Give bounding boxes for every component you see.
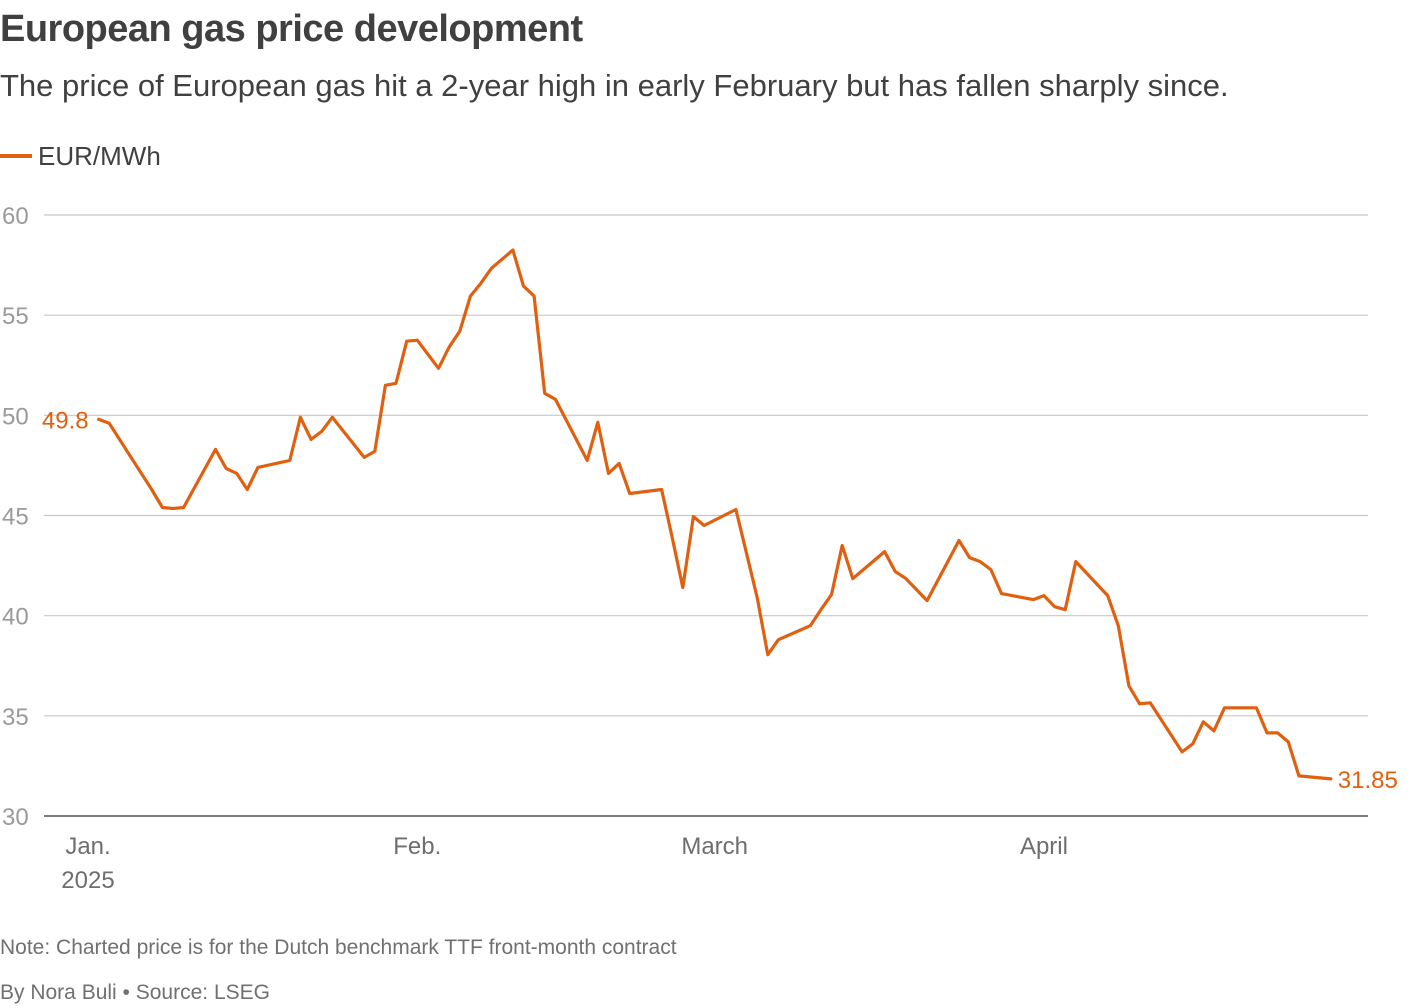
x-tick-label: Feb. bbox=[393, 833, 441, 860]
y-tick-label: 50 bbox=[2, 403, 29, 430]
footer-note: Note: Charted price is for the Dutch ben… bbox=[0, 936, 677, 959]
y-tick-label: 60 bbox=[2, 203, 29, 230]
y-tick-label: 30 bbox=[2, 804, 29, 831]
footer-byline: By Nora Buli • Source: LSEG bbox=[0, 981, 270, 1004]
x-tick-label: April bbox=[1020, 833, 1068, 860]
y-tick-label: 45 bbox=[2, 504, 29, 531]
chart-title: European gas price development bbox=[0, 8, 583, 50]
x-tick-sublabel: 2025 bbox=[61, 867, 114, 894]
y-tick-label: 55 bbox=[2, 303, 29, 330]
legend: EUR/MWh bbox=[0, 140, 161, 172]
legend-label: EUR/MWh bbox=[38, 140, 161, 171]
x-tick-label: Jan. bbox=[65, 833, 110, 860]
y-tick-label: 40 bbox=[2, 604, 29, 631]
start-value-label: 49.8 bbox=[42, 407, 89, 434]
line-chart: 30 35 40 45 50 55 60 Jan. 2025 Feb. March April 49.8… bbox=[2, 203, 1398, 894]
series-line-eur-mwh bbox=[96, 248, 1333, 781]
chart-subtitle: The price of European gas hit a 2-year h… bbox=[0, 68, 1229, 103]
x-tick-label: March bbox=[681, 833, 748, 860]
y-tick-label: 35 bbox=[2, 704, 29, 731]
legend-swatch bbox=[0, 154, 32, 158]
end-value-label: 31.85 bbox=[1338, 767, 1398, 794]
